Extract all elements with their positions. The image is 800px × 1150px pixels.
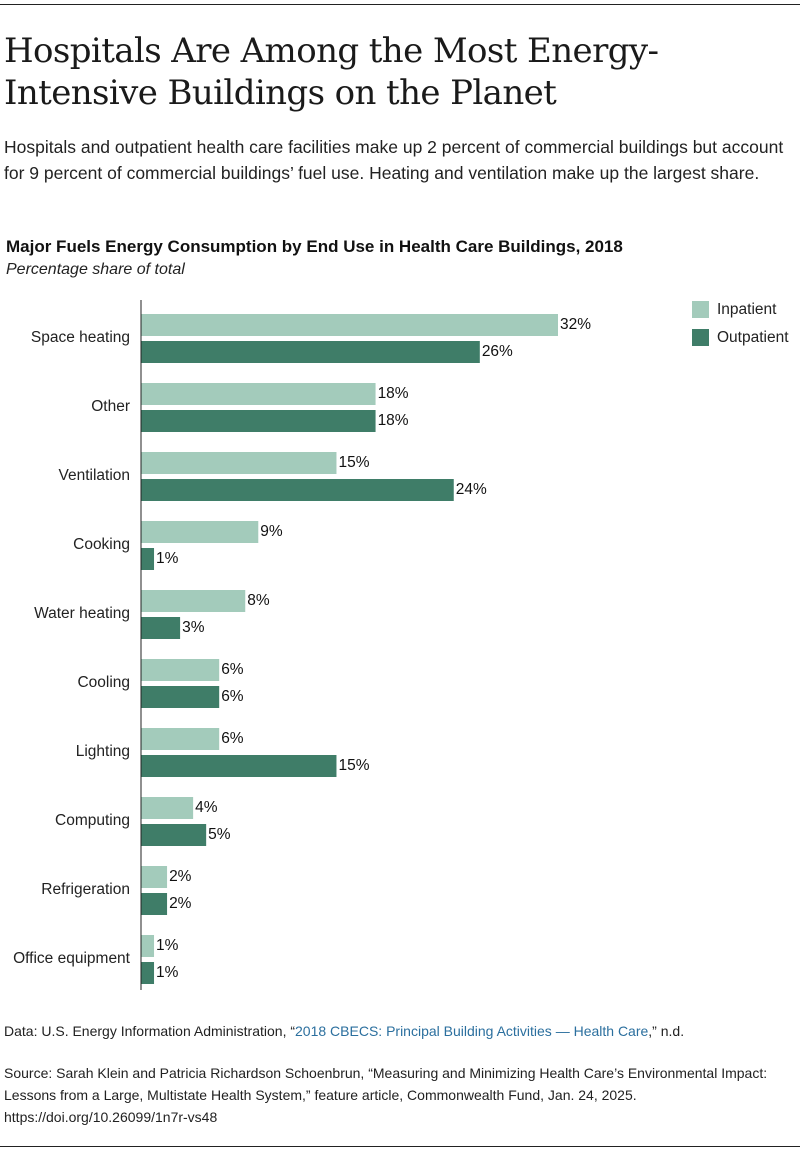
category-label: Office equipment [13,950,131,967]
bar-outpatient [141,548,155,570]
category-label: Other [91,398,130,415]
data-label-inpatient: 18% [378,385,409,402]
bar-outpatient [141,755,337,777]
category-label: Cooling [77,674,130,691]
dek: Hospitals and outpatient health care fac… [4,137,784,183]
bar-inpatient [141,521,259,543]
data-note-link[interactable]: 2018 CBECS: Principal Building Activitie… [295,1023,649,1039]
category-label: Computing [55,812,130,829]
source-note: Source: Sarah Klein and Patricia Richard… [4,1062,796,1128]
data-label-outpatient: 6% [221,688,244,705]
data-label-outpatient: 26% [482,343,513,360]
bar-outpatient [141,893,168,915]
bar-chart: Space heating 32% 26% Other 18% 18% Ventilatio… [13,300,789,990]
bar-inpatient [141,797,194,819]
bottom-rule [0,1146,800,1147]
data-label-outpatient: 2% [169,895,192,912]
category-label: Space heating [31,329,130,346]
headline: Hospitals Are Among the Most Energy-Inte… [4,31,659,113]
legend-swatch-outpatient [692,329,709,346]
top-rule [0,4,800,5]
bar-inpatient [141,590,246,612]
data-label-inpatient: 6% [221,661,244,678]
data-note: Data: U.S. Energy Information Administra… [4,1020,796,1042]
source-text: Source: Sarah Klein and Patricia Richard… [4,1065,768,1103]
bar-inpatient [141,728,220,750]
chart-subtitle: Percentage share of total [6,261,185,278]
data-label-inpatient: 2% [169,868,192,885]
bar-inpatient [141,383,376,405]
data-label-outpatient: 1% [156,550,179,567]
category-label: Ventilation [58,467,130,484]
data-label-inpatient: 15% [338,454,369,471]
data-label-inpatient: 6% [221,730,244,747]
data-label-outpatient: 1% [156,964,179,981]
data-note-prefix: Data: U.S. Energy Information Administra… [4,1023,296,1039]
bar-outpatient [141,479,454,501]
data-label-inpatient: 8% [247,592,270,609]
bar-outpatient [141,962,155,984]
bar-inpatient [141,452,337,474]
data-label-inpatient: 9% [260,523,283,540]
bar-inpatient [141,866,168,888]
data-note-suffix: ,” n.d. [648,1023,685,1039]
data-label-inpatient: 4% [195,799,218,816]
category-label: Refrigeration [41,881,130,898]
category-label: Water heating [34,605,130,622]
bar-inpatient [141,314,558,336]
data-label-outpatient: 15% [338,757,369,774]
data-label-inpatient: 1% [156,937,179,954]
data-label-outpatient: 5% [208,826,231,843]
category-label: Lighting [76,743,130,760]
chart-title: Major Fuels Energy Consumption by End Us… [6,237,623,256]
bar-outpatient [141,410,376,432]
data-label-outpatient: 24% [456,481,487,498]
category-label: Cooking [73,536,130,553]
bar-inpatient [141,659,220,681]
data-label-outpatient: 18% [378,412,409,429]
bar-outpatient [141,617,181,639]
data-label-inpatient: 32% [560,316,591,333]
bar-inpatient [141,935,155,957]
data-label-outpatient: 3% [182,619,205,636]
bar-outpatient [141,341,480,363]
legend-swatch-inpatient [692,301,709,318]
bar-outpatient [141,686,220,708]
legend-label-outpatient: Outpatient [717,329,789,346]
doi-link[interactable]: https://doi.org/10.26099/1n7r-vs48 [4,1109,218,1125]
bar-outpatient [141,824,207,846]
legend-label-inpatient: Inpatient [717,301,777,318]
